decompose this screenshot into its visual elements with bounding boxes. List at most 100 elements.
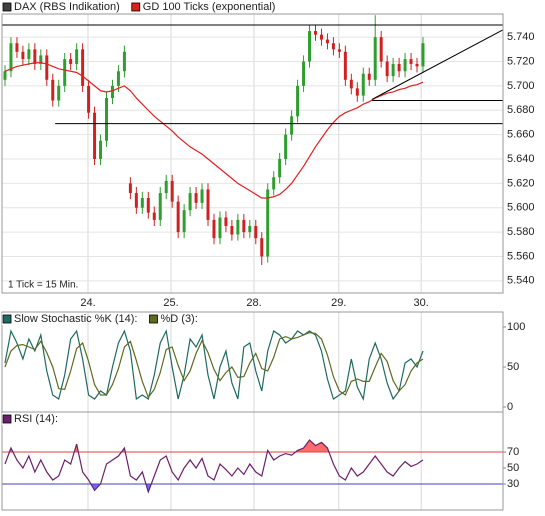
series-line (4, 331, 424, 399)
legend-label: GD 100 Ticks (exponential) (143, 1, 276, 13)
candle-body (188, 193, 192, 211)
y-tick-label: 100 (507, 321, 525, 333)
candle-body (331, 43, 335, 50)
y-tick-label: 5.540 (507, 275, 535, 287)
candle-body (33, 49, 37, 64)
candle-body (158, 193, 162, 220)
panel-frame (1, 311, 504, 413)
candle-body (27, 49, 31, 60)
candle-body (212, 219, 216, 239)
candle-body (194, 193, 198, 203)
y-tick-label: 50 (507, 462, 519, 474)
candle-body (349, 79, 353, 89)
candle-body (284, 134, 288, 159)
candle-body (319, 34, 323, 40)
panel (4, 312, 424, 412)
candle-body (206, 189, 210, 220)
candle-body (409, 59, 413, 64)
candle-body (296, 85, 300, 117)
candle-body (99, 140, 103, 159)
candle-body (51, 79, 55, 101)
annotation: 1 Tick = 15 Min. (8, 280, 78, 291)
panel-frame (1, 411, 504, 511)
candle-body (343, 51, 347, 80)
y-tick-label: 5.720 (507, 55, 535, 67)
x-tick-label: 25. (163, 297, 178, 309)
candle-body (308, 31, 312, 62)
y-tick-label: 30 (507, 478, 519, 490)
candle-body (325, 39, 329, 44)
candle-body (9, 43, 13, 72)
legend-label: %D (3): (161, 313, 198, 325)
candle-body (21, 51, 25, 60)
candle-body (337, 49, 341, 52)
y-tick-label: 0 (507, 401, 513, 413)
y-tick-label: 5.700 (507, 80, 535, 92)
y-tick-label: 5.640 (507, 153, 535, 165)
candle-body (230, 225, 234, 235)
candle-body (182, 210, 186, 233)
series-line (4, 62, 424, 199)
legend-swatch (149, 314, 158, 324)
y-tick-label: 5.560 (507, 250, 535, 262)
legend-swatch (2, 414, 12, 424)
x-tick-label: 28. (246, 297, 261, 309)
candle-body (176, 201, 180, 233)
candle-body (152, 212, 156, 220)
panel-frame (1, 13, 504, 294)
legend-bg (2, 413, 3, 425)
y-tick-label: 70 (507, 446, 519, 458)
candle-body (146, 197, 150, 213)
legend-label: DAX (RBS Indikation) (14, 1, 120, 13)
candle-body (87, 85, 91, 113)
candle-body (403, 59, 407, 72)
candle-body (373, 37, 377, 80)
drawn-line (371, 29, 503, 100)
y-tick-label: 5.580 (507, 226, 535, 238)
y-tick-label: 5.620 (507, 177, 535, 189)
candle-body (134, 193, 138, 208)
x-tick-label: 29. (331, 297, 346, 309)
candle-body (248, 225, 252, 233)
candle-body (164, 180, 168, 194)
legend-swatch (2, 2, 12, 12)
candle-body (45, 55, 49, 80)
candle-body (224, 217, 228, 226)
candle-body (302, 61, 306, 86)
candle-body (140, 197, 144, 208)
y-tick-label: 50 (507, 361, 519, 373)
candle-body (122, 51, 126, 72)
panel (2, 412, 503, 510)
candle-body (385, 61, 389, 77)
candle-body (57, 85, 61, 101)
candle-body (415, 63, 419, 67)
candle-body (236, 219, 240, 235)
candle-body (105, 98, 108, 141)
panel (2, 14, 503, 293)
candle-body (272, 177, 276, 190)
legend-swatch (131, 2, 141, 12)
candle-body (260, 238, 264, 257)
candle-body (3, 71, 7, 80)
candle-body (116, 71, 120, 86)
legend-label: RSI (14): (14, 413, 58, 425)
candle-body (69, 59, 73, 64)
candle-body (421, 43, 425, 67)
candle-body (93, 112, 97, 159)
y-tick-label: 5.600 (507, 202, 535, 214)
series-line (4, 439, 424, 494)
candle-body (314, 31, 317, 35)
candle-body (266, 189, 270, 257)
legend-bg (148, 313, 150, 325)
candle-body (81, 49, 85, 86)
candle-body (361, 73, 365, 96)
candle-body (200, 189, 204, 203)
y-tick-label: 5.740 (507, 31, 535, 43)
candle-body (242, 219, 246, 233)
legend-label: Slow Stochastic %K (14): (14, 313, 138, 325)
candle-body (290, 116, 294, 135)
candle-body (379, 37, 383, 62)
candle-body (278, 158, 282, 178)
level-fill (4, 440, 423, 452)
